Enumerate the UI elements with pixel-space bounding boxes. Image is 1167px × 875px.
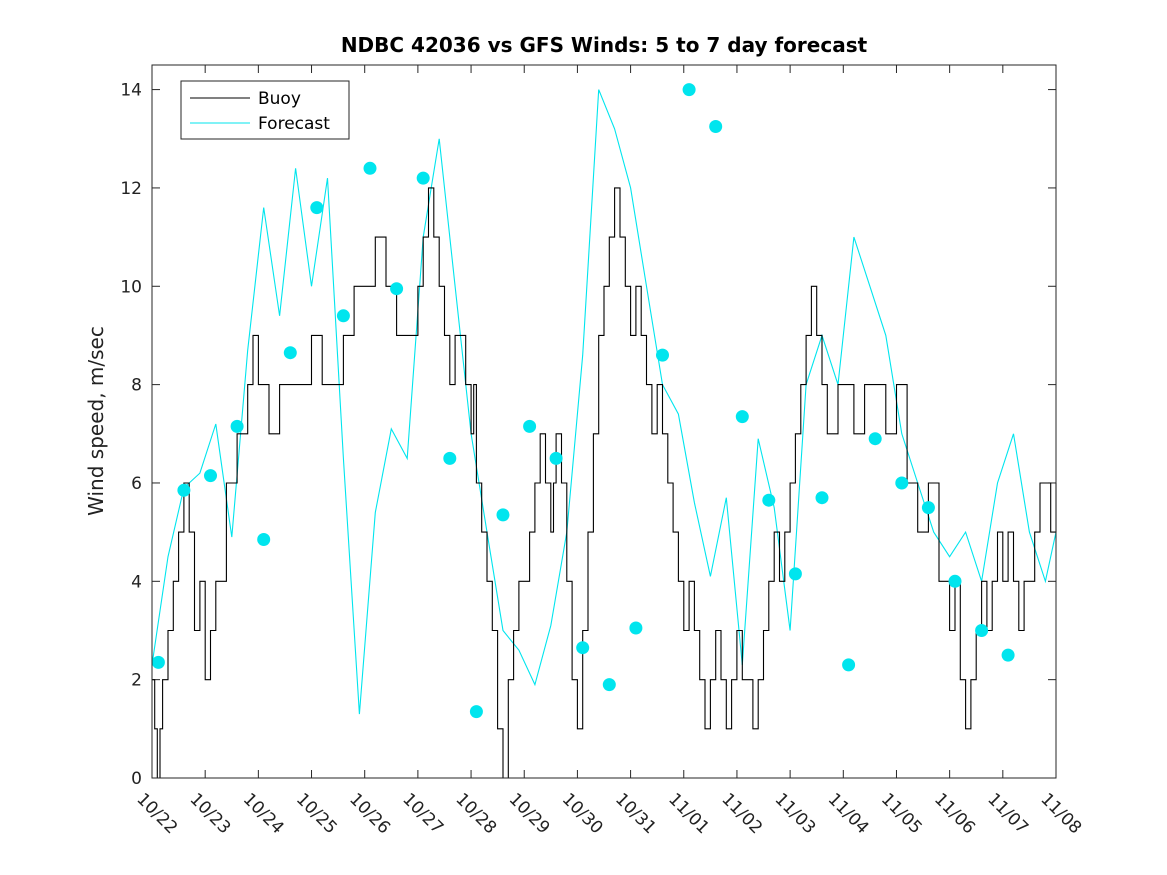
forecast-marker	[921, 501, 935, 515]
forecast-marker	[177, 483, 191, 497]
forecast-marker	[204, 469, 217, 483]
forecast-marker	[868, 432, 882, 446]
forecast-marker	[602, 678, 616, 692]
forecast-marker	[151, 655, 165, 669]
x-tick-label: 11/03	[771, 789, 820, 838]
legend: Buoy Forecast	[180, 80, 350, 140]
series-line-forecast	[151, 89, 1057, 715]
x-tick-label: 10/25	[292, 789, 341, 838]
forecast-marker	[656, 348, 669, 362]
forecast-marker	[310, 201, 324, 215]
plot-area	[152, 65, 1056, 778]
x-tick-label: 11/01	[664, 789, 713, 838]
x-tick-label: 10/28	[452, 789, 501, 838]
x-tick-label: 11/06	[930, 789, 979, 838]
forecast-marker	[815, 491, 829, 505]
forecast-marker	[523, 419, 537, 433]
y-ticks: 0 2 4 6 8 10 12 14	[120, 81, 1056, 789]
marker-layer	[151, 83, 1015, 719]
forecast-marker	[496, 508, 510, 522]
y-tick-label: 8	[131, 376, 142, 396]
x-tick-label: 11/07	[983, 789, 1032, 838]
x-tick-label: 10/30	[558, 789, 607, 838]
x-tick-label: 10/23	[186, 789, 235, 838]
legend-forecast-label: Forecast	[258, 114, 330, 134]
x-tick-label: 10/31	[611, 789, 660, 838]
forecast-marker	[336, 309, 350, 323]
forecast-marker	[788, 567, 802, 581]
y-tick-label: 12	[120, 179, 142, 199]
forecast-marker	[576, 641, 590, 655]
y-tick-label: 6	[131, 474, 142, 494]
forecast-marker	[363, 161, 377, 175]
plot-frame	[151, 64, 1057, 779]
forecast-marker	[549, 451, 563, 465]
forecast-marker	[709, 120, 723, 133]
forecast-marker	[682, 83, 696, 97]
chart-title: NDBC 42036 vs GFS Winds: 5 to 7 day fore…	[341, 33, 868, 57]
forecast-marker	[975, 624, 989, 637]
forecast-marker	[629, 621, 643, 635]
y-tick-label: 0	[131, 769, 142, 789]
series-layer	[151, 89, 1057, 779]
forecast-marker	[416, 171, 430, 185]
forecast-marker	[735, 410, 749, 424]
forecast-marker	[390, 282, 404, 296]
forecast-marker	[895, 476, 909, 490]
x-tick-label: 11/02	[717, 789, 766, 838]
forecast-marker	[469, 705, 483, 719]
y-tick-label: 4	[131, 572, 142, 592]
x-tick-label: 10/27	[398, 789, 447, 838]
x-tick-label: 10/26	[345, 789, 394, 838]
y-tick-label: 14	[120, 81, 142, 101]
forecast-marker	[762, 493, 776, 507]
y-tick-label: 2	[131, 671, 142, 691]
x-tick-label: 11/04	[824, 789, 873, 838]
forecast-marker	[257, 533, 271, 546]
series-line-buoy	[152, 187, 1057, 779]
y-axis-label: Wind speed, m/sec	[84, 326, 108, 516]
forecast-marker	[1001, 648, 1015, 662]
forecast-marker	[842, 658, 856, 672]
forecast-marker	[283, 346, 297, 360]
forecast-marker	[948, 574, 962, 588]
y-tick-label: 10	[120, 277, 142, 297]
x-tick-label: 10/29	[505, 789, 554, 838]
x-tick-label: 11/08	[1036, 789, 1085, 838]
forecast-marker	[443, 451, 457, 465]
x-tick-label: 10/24	[239, 789, 288, 838]
legend-box	[180, 80, 350, 140]
forecast-marker	[230, 419, 244, 433]
legend-buoy-label: Buoy	[258, 89, 301, 109]
x-tick-label: 10/22	[132, 789, 181, 838]
x-tick-label: 11/05	[877, 789, 926, 838]
